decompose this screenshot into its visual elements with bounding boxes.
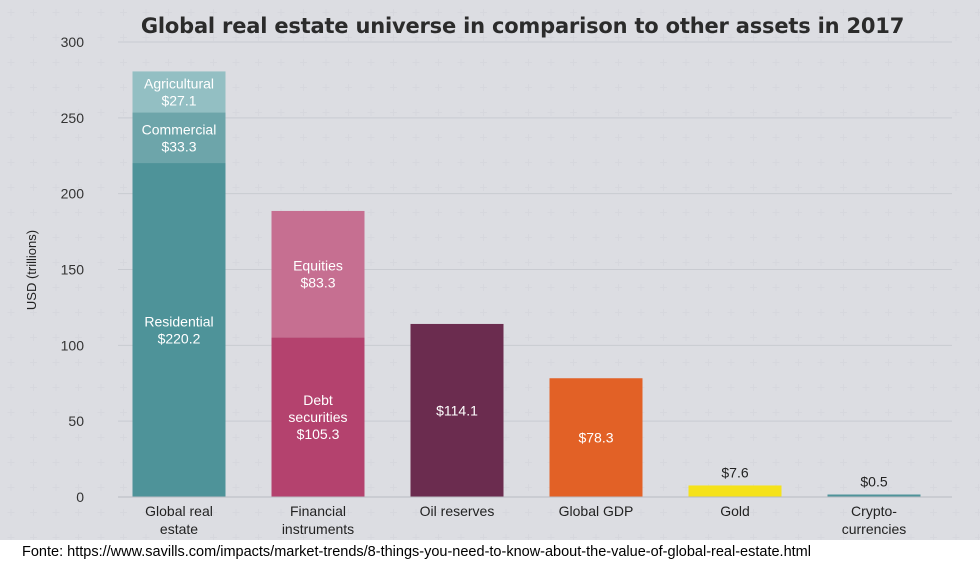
chart: 0 50 100 150 200 250 300 USD (trillions) Residen… [24,34,952,537]
bar-segment [549,378,643,497]
data-label: Agricultural $27.1 [144,75,214,108]
data-label-line: $33.3 [161,138,196,154]
x-tick-label-line: Crypto- [851,503,897,519]
bar-segment [410,323,504,497]
data-label: Commercial $33.3 [142,121,217,154]
x-tick-label-line: Gold [720,503,750,519]
data-label-line: Agricultural [144,75,214,91]
source-note: Fonte: https://www.savills.com/impacts/m… [22,544,811,560]
y-axis-label: USD (trillions) [24,230,39,310]
x-tick-label: Gold [720,503,750,519]
data-label-line: Debt [303,392,333,408]
x-tick-label-line: currencies [842,521,907,537]
data-label-line: $78.3 [578,430,613,446]
bar-segment [132,71,226,113]
y-tick-label: 200 [61,186,85,202]
x-tick-label: Crypto-currencies [842,503,907,537]
y-tick-label: 100 [61,337,85,353]
x-tick-label: Global GDP [559,503,634,519]
data-label-line: $7.6 [721,464,748,480]
data-label-line: $27.1 [161,92,196,108]
data-label: $114.1 [436,402,478,418]
x-tick-label: Global real estate [145,503,213,537]
bar-segment [688,485,782,497]
data-label-line: Equities [293,258,343,274]
x-tick-label-line: Global GDP [559,503,634,519]
x-tick-label: Financial instruments [282,503,354,537]
bar-segment [132,163,226,497]
x-tick-label-line: Financial [290,503,346,519]
x-tick-label-line: instruments [282,521,354,537]
x-tick-label-line: Oil reserves [420,503,495,519]
y-tick-label: 0 [76,489,84,505]
x-tick-label-line: Global real [145,503,213,519]
x-tick-label: Oil reserves [420,503,495,519]
data-label-line: $114.1 [436,402,478,418]
data-label: Residential $220.2 [144,314,213,347]
data-label-line: $0.5 [860,474,887,490]
bar-segment [827,494,921,497]
data-label-line: securities [288,409,347,425]
y-tick-label: 300 [61,34,85,50]
data-label: $0.5 [860,474,887,490]
data-label-line: $105.3 [297,426,340,442]
data-label-line: Commercial [142,121,217,137]
data-label-line: $220.2 [158,331,201,347]
data-label: Equities $83.3 [293,258,343,291]
bar-segment [132,112,226,164]
y-tick-label: 150 [61,262,85,278]
y-tick-label: 50 [68,413,84,429]
data-label-line: $83.3 [300,275,335,291]
data-label: Debt securities $105.3 [288,392,347,442]
bar-segment [271,210,365,338]
bar-segment [271,337,365,497]
y-tick-label: 250 [61,110,85,126]
data-label: $7.6 [721,464,748,480]
data-label-line: Residential [144,314,213,330]
data-label: $78.3 [578,430,613,446]
chart-title: Global real estate universe in compariso… [140,14,905,38]
x-tick-label-line: estate [160,521,198,537]
